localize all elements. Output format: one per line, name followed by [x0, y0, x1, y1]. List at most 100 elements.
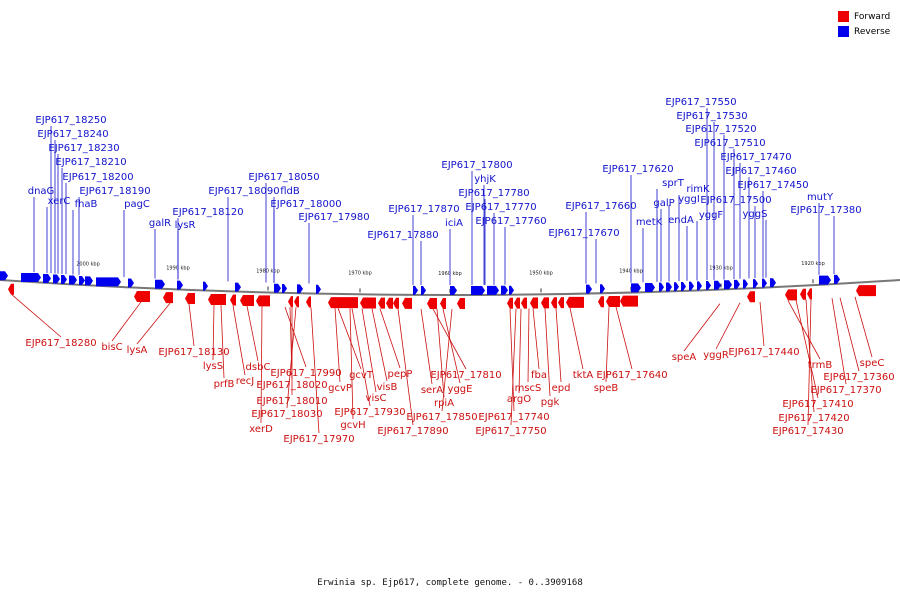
reverse-gene-arrow	[753, 279, 758, 289]
forward-gene-arrow	[747, 291, 755, 303]
forward-gene-arrow	[530, 297, 538, 309]
genome-caption: Erwinia sp. Ejp617, complete genome. - 0…	[317, 578, 583, 588]
reverse-gene-arrow	[697, 281, 702, 291]
forward-gene-label: tktA	[573, 370, 594, 381]
forward-leader-line	[510, 308, 517, 426]
forward-gene-arrow	[360, 297, 376, 309]
forward-gene-arrow	[386, 297, 393, 309]
forward-gene-label: EJP617_17930	[334, 407, 405, 418]
forward-gene-arrow	[566, 296, 584, 308]
forward-gene-label: epd	[552, 383, 571, 394]
reverse-gene-label: EJP617_18230	[48, 143, 119, 154]
forward-gene-label: pgk	[541, 397, 560, 408]
reverse-gene-label: EJP617_18190	[79, 186, 150, 197]
forward-gene-label: EJP617_18020	[256, 380, 327, 391]
reverse-gene-label: rimK	[686, 184, 710, 195]
forward-leader-line	[759, 301, 765, 347]
reverse-gene-arrow	[724, 280, 732, 290]
forward-gene-arrow	[521, 297, 527, 309]
forward-leader-line	[286, 307, 297, 409]
forward-gene-label: EJP617_18010	[256, 396, 327, 407]
forward-leader-line	[854, 296, 873, 358]
forward-gene-label: visB	[377, 382, 398, 393]
forward-gene-arrow	[306, 296, 311, 308]
forward-leader-line	[683, 303, 721, 352]
forward-gene-label: gcvH	[340, 420, 365, 431]
reverse-gene-arrow	[743, 279, 748, 289]
reverse-swatch	[838, 26, 849, 37]
reverse-gene-arrow	[674, 282, 679, 292]
reverse-gene-label: galR	[149, 218, 171, 229]
tick-label: 1950 kbp	[529, 270, 553, 276]
reverse-gene-arrow	[96, 277, 121, 287]
reverse-gene-arrow	[177, 280, 183, 290]
reverse-gene-arrow	[706, 281, 711, 291]
forward-gene-label: speA	[672, 352, 697, 363]
forward-leader-line	[518, 308, 522, 394]
reverse-gene-label: EJP617_17380	[790, 205, 861, 216]
reverse-gene-label: xerC	[48, 196, 71, 207]
forward-leader-line	[136, 302, 171, 345]
forward-gene-label: recJ	[236, 376, 255, 387]
reverse-gene-label: galP	[653, 198, 674, 209]
forward-leader-line	[615, 306, 633, 370]
forward-gene-label: xerD	[249, 424, 273, 435]
reverse-gene-label: EJP617_18200	[62, 172, 133, 183]
forward-gene-label: EJP617_17850	[406, 412, 477, 423]
forward-gene-arrow	[8, 283, 14, 295]
forward-gene-label: EJP617_17360	[823, 372, 894, 383]
forward-leader-line	[715, 302, 741, 350]
reverse-gene-label: pagC	[124, 199, 150, 210]
reverse-gene-arrow	[631, 283, 641, 293]
forward-gene-label: EJP617_18130	[158, 347, 229, 358]
reverse-gene-label: yggI	[678, 194, 700, 205]
reverse-gene-label: EJP617_17800	[441, 160, 512, 171]
forward-gene-arrow	[393, 297, 399, 309]
forward-leader-line	[334, 307, 341, 383]
forward-gene-label: lysS	[203, 361, 223, 372]
forward-leader-line	[569, 307, 584, 370]
legend: Forward Reverse	[838, 9, 890, 39]
reverse-gene-arrow	[85, 276, 93, 286]
forward-leader-line	[111, 301, 142, 342]
forward-gene-arrow	[185, 292, 195, 304]
reverse-gene-label: fhaB	[75, 199, 98, 210]
forward-gene-label: EJP617_17410	[782, 399, 853, 410]
reverse-gene-label: yggF	[699, 210, 724, 221]
forward-leader-line	[379, 308, 401, 369]
reverse-gene-label: fldB	[280, 186, 300, 197]
reverse-gene-label: yhjK	[474, 174, 496, 185]
reverse-gene-arrow	[203, 281, 208, 291]
forward-gene-arrow	[288, 296, 293, 308]
forward-gene-label: rpiA	[434, 398, 454, 409]
reverse-gene-arrow	[316, 284, 321, 294]
forward-leader-line	[361, 308, 377, 393]
forward-gene-label: trmB	[808, 360, 833, 371]
forward-gene-label: EJP617_17370	[810, 385, 881, 396]
forward-leader-line	[605, 307, 610, 383]
forward-gene-arrow	[606, 296, 620, 308]
forward-gene-arrow	[541, 297, 549, 309]
forward-gene-label: argO	[507, 394, 531, 405]
reverse-gene-arrow	[235, 282, 241, 292]
forward-leader-line	[795, 300, 819, 399]
reverse-gene-arrow	[282, 283, 287, 293]
reverse-gene-label: EJP617_17460	[725, 166, 796, 177]
forward-gene-arrow	[514, 297, 520, 309]
forward-gene-label: visC	[366, 393, 387, 404]
reverse-gene-label: EJP617_17520	[685, 124, 756, 135]
reverse-gene-label: EJP617_17870	[388, 204, 459, 215]
reverse-gene-label: dnaG	[28, 186, 55, 197]
forward-gene-label: dsbC	[246, 362, 271, 373]
tick-label: 1970 kbp	[348, 270, 372, 276]
forward-gene-label: speB	[594, 383, 619, 394]
forward-gene-arrow	[558, 297, 564, 309]
forward-gene-arrow	[620, 295, 638, 307]
forward-leader-line	[436, 308, 445, 398]
reverse-gene-label: EJP617_18120	[172, 207, 243, 218]
tick-label: 2000 kbp	[76, 261, 100, 267]
reverse-gene-arrow	[770, 278, 776, 288]
reverse-gene-label: EJP617_17780	[458, 188, 529, 199]
forward-gene-arrow	[800, 288, 806, 300]
